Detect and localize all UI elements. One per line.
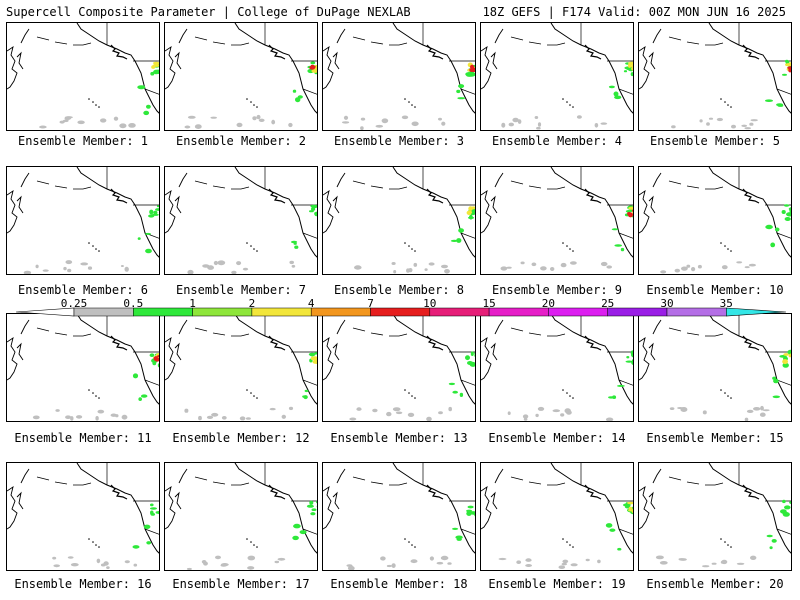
- valid-time-label: 18Z GEFS | F174 Valid: 00Z MON JUN 16 20…: [482, 5, 786, 19]
- ensemble-member-caption: Ensemble Member: 13: [330, 431, 468, 445]
- ensemble-member-caption: Ensemble Member: 3: [333, 134, 465, 148]
- color-scale-tick-label: 15: [482, 297, 496, 310]
- color-scale-band: [429, 307, 490, 317]
- ensemble-member-map: [638, 22, 792, 131]
- map-title: Supercell Composite Parameter | College …: [6, 5, 411, 19]
- color-scale-band: [548, 307, 608, 317]
- color-scale-band: [607, 307, 668, 317]
- color-scale-tick-label: 35: [719, 297, 733, 310]
- ensemble-member-map: [164, 313, 318, 422]
- ensemble-member-map: [6, 166, 160, 275]
- ensemble-member-caption: Ensemble Member: 8: [333, 283, 465, 297]
- ensemble-member-map: [164, 22, 318, 131]
- ensemble-member-caption: Ensemble Member: 2: [175, 134, 307, 148]
- color-scale-tick-label: 20: [541, 297, 556, 310]
- color-scale-tick-label: 0.5: [123, 297, 144, 310]
- ensemble-member-map: [480, 313, 634, 422]
- color-scale-band: [251, 307, 312, 317]
- color-scale-tick-label: 2: [248, 297, 256, 310]
- ensemble-member-map: [322, 22, 476, 131]
- ensemble-member-map: [638, 313, 792, 422]
- ensemble-member-caption: Ensemble Member: 17: [172, 577, 310, 591]
- ensemble-member-caption: Ensemble Member: 16: [14, 577, 152, 591]
- ensemble-member-map: [480, 22, 634, 131]
- color-scale-tick-label: 7: [367, 297, 374, 310]
- ensemble-member-map: [6, 313, 160, 422]
- ensemble-member-caption: Ensemble Member: 11: [14, 431, 152, 445]
- ensemble-member-caption: Ensemble Member: 4: [491, 134, 623, 148]
- color-scale-band: [192, 307, 253, 317]
- ensemble-member-map: [480, 462, 634, 571]
- ensemble-member-caption: Ensemble Member: 1: [17, 134, 149, 148]
- color-scale-tick-label: 4: [307, 297, 315, 310]
- color-scale-tick-label: 1: [189, 297, 196, 310]
- ensemble-member-caption: Ensemble Member: 6: [17, 283, 149, 297]
- ensemble-member-caption: Ensemble Member: 5: [649, 134, 781, 148]
- ensemble-member-caption: Ensemble Member: 20: [646, 577, 784, 591]
- color-scale-tick-label: 30: [660, 297, 674, 310]
- ensemble-member-map: [638, 166, 792, 275]
- ensemble-member-map: [480, 166, 634, 275]
- color-scale-bar: [15, 307, 787, 317]
- color-scale-tick-label: 25: [601, 297, 615, 310]
- color-scale-band: [666, 307, 727, 317]
- color-scale-band: [370, 307, 431, 317]
- ensemble-member-caption: Ensemble Member: 9: [491, 283, 623, 297]
- ensemble-member-map: [638, 462, 792, 571]
- ensemble-member-map: [322, 462, 476, 571]
- ensemble-member-caption: Ensemble Member: 19: [488, 577, 626, 591]
- ensemble-member-caption: Ensemble Member: 18: [330, 577, 468, 591]
- ensemble-member-caption: Ensemble Member: 12: [172, 431, 310, 445]
- color-scale-band: [488, 307, 549, 317]
- ensemble-member-map: [6, 462, 160, 571]
- ensemble-member-map: [164, 462, 318, 571]
- ensemble-member-map: [322, 166, 476, 275]
- color-scale-high-arrow: [725, 307, 787, 317]
- color-scale-tick-label: 10: [423, 297, 437, 310]
- ensemble-member-map: [6, 22, 160, 131]
- ensemble-member-map: [322, 313, 476, 422]
- ensemble-member-caption: Ensemble Member: 7: [175, 283, 307, 297]
- color-scale-band: [310, 307, 371, 317]
- ensemble-member-map: [164, 166, 318, 275]
- color-scale-tick-label: 0.25: [60, 297, 88, 310]
- ensemble-member-caption: Ensemble Member: 15: [646, 431, 784, 445]
- ensemble-member-caption: Ensemble Member: 14: [488, 431, 626, 445]
- ensemble-member-caption: Ensemble Member: 10: [646, 283, 784, 297]
